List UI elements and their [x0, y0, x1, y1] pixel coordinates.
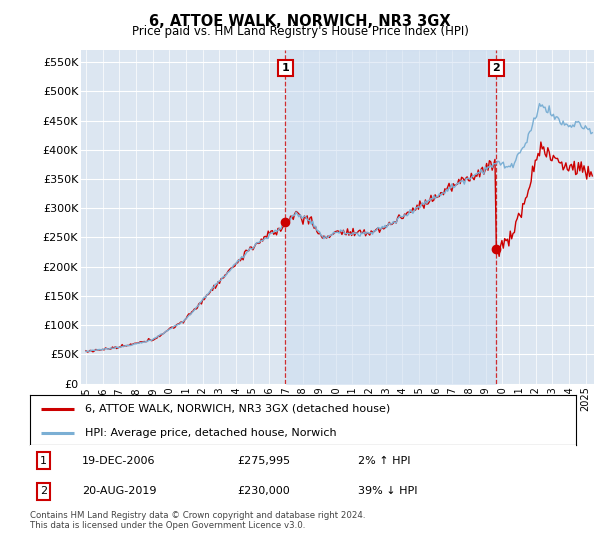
Text: 19-DEC-2006: 19-DEC-2006: [82, 456, 155, 465]
Text: 1: 1: [281, 63, 289, 73]
Text: Price paid vs. HM Land Registry's House Price Index (HPI): Price paid vs. HM Land Registry's House …: [131, 25, 469, 38]
Text: 6, ATTOE WALK, NORWICH, NR3 3GX (detached house): 6, ATTOE WALK, NORWICH, NR3 3GX (detache…: [85, 404, 390, 414]
Text: 39% ↓ HPI: 39% ↓ HPI: [358, 487, 417, 496]
Text: 6, ATTOE WALK, NORWICH, NR3 3GX: 6, ATTOE WALK, NORWICH, NR3 3GX: [149, 14, 451, 29]
Text: 2% ↑ HPI: 2% ↑ HPI: [358, 456, 410, 465]
Text: 2: 2: [493, 63, 500, 73]
Text: 20-AUG-2019: 20-AUG-2019: [82, 487, 157, 496]
Text: HPI: Average price, detached house, Norwich: HPI: Average price, detached house, Norw…: [85, 428, 336, 437]
Text: 1: 1: [40, 456, 47, 465]
Text: £230,000: £230,000: [238, 487, 290, 496]
Text: 2: 2: [40, 487, 47, 496]
Text: £275,995: £275,995: [238, 456, 290, 465]
Text: Contains HM Land Registry data © Crown copyright and database right 2024.
This d: Contains HM Land Registry data © Crown c…: [30, 511, 365, 530]
